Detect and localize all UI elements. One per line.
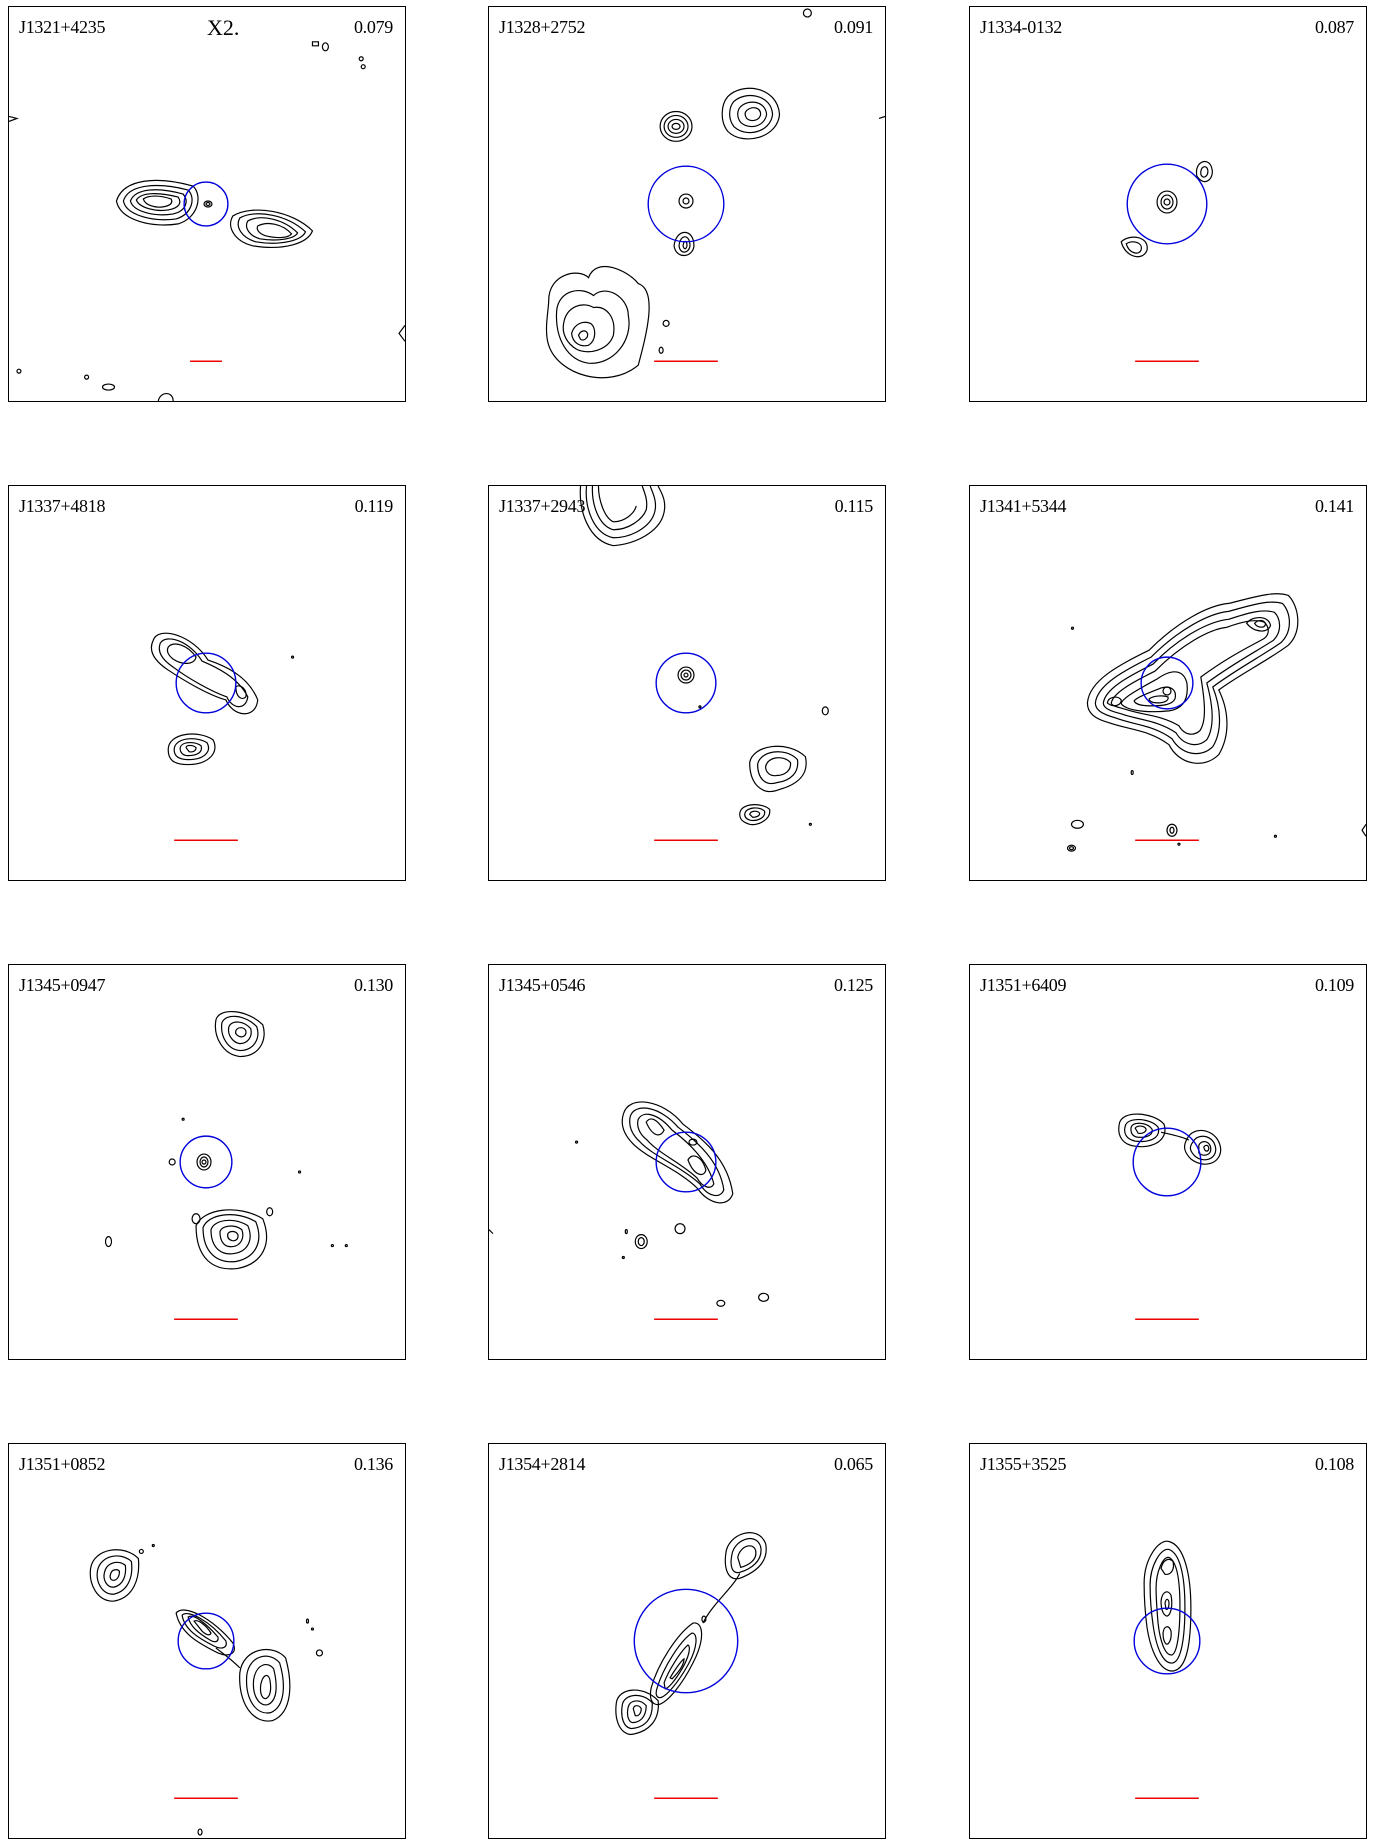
panel-j1345-0546: J1345+0546 0.125: [488, 964, 886, 1360]
source-name: J1341+5344: [980, 496, 1067, 516]
redshift-value: 0.130: [353, 975, 393, 995]
redshift-value: 0.119: [354, 496, 394, 516]
panel-j1351-0852: J1351+0852 0.136: [8, 1443, 406, 1839]
redshift-value: 0.091: [833, 17, 873, 37]
contour-map: [615, 1532, 767, 1799]
contour-map: [9, 41, 405, 401]
redshift-value: 0.108: [1314, 1454, 1354, 1474]
source-name: J1321+4235: [19, 17, 106, 37]
panel-j1351-6409: J1351+6409 0.109: [969, 964, 1367, 1360]
source-name: J1355+3525: [980, 1454, 1067, 1474]
contour-map: [150, 632, 295, 841]
redshift-value: 0.087: [1314, 17, 1354, 37]
source-name: J1345+0546: [499, 975, 586, 995]
source-name: J1337+2943: [499, 496, 586, 516]
contour-map: [579, 486, 829, 841]
redshift-value: 0.125: [833, 975, 873, 995]
panel-j1337-2943: J1337+2943 0.115: [488, 485, 886, 881]
panel-j1345-0947: J1345+0947 0.130: [8, 964, 406, 1360]
source-name: J1328+2752: [499, 17, 586, 37]
contour-map: [1133, 1540, 1201, 1799]
contour-map: [1066, 593, 1366, 852]
source-name: J1351+0852: [19, 1454, 106, 1474]
contour-map: [489, 1101, 770, 1320]
contour-map: [1118, 1113, 1222, 1320]
redshift-value: 0.109: [1314, 975, 1354, 995]
source-name: J1351+6409: [980, 975, 1067, 995]
source-name: J1354+2814: [499, 1454, 586, 1474]
contour-map: [104, 1011, 348, 1320]
panel-j1337-4818: J1337+4818 0.119: [8, 485, 406, 881]
redshift-value: 0.079: [353, 17, 393, 37]
figure-tag: X2.: [207, 15, 240, 40]
redshift-value: 0.141: [1314, 496, 1354, 516]
panel-j1354-2814: J1354+2814 0.065: [488, 1443, 886, 1839]
source-name: J1345+0947: [19, 975, 106, 995]
source-name: J1337+4818: [19, 496, 106, 516]
source-name: J1334-0132: [980, 17, 1062, 37]
redshift-value: 0.136: [353, 1454, 393, 1474]
panel-j1341-5344: J1341+5344 0.141: [969, 485, 1367, 881]
panel-j1355-3525: J1355+3525 0.108: [969, 1443, 1367, 1839]
panel-j1334-0132: J1334-0132 0.087: [969, 6, 1367, 402]
panel-j1321-4235: J1321+4235 X2. 0.079: [8, 6, 406, 402]
redshift-value: 0.065: [833, 1454, 873, 1474]
contour-map: [1120, 160, 1213, 362]
contour-map: [545, 8, 885, 379]
panel-j1328-2752: J1328+2752 0.091: [488, 6, 886, 402]
redshift-value: 0.115: [834, 496, 874, 516]
contour-map: [89, 1543, 324, 1836]
